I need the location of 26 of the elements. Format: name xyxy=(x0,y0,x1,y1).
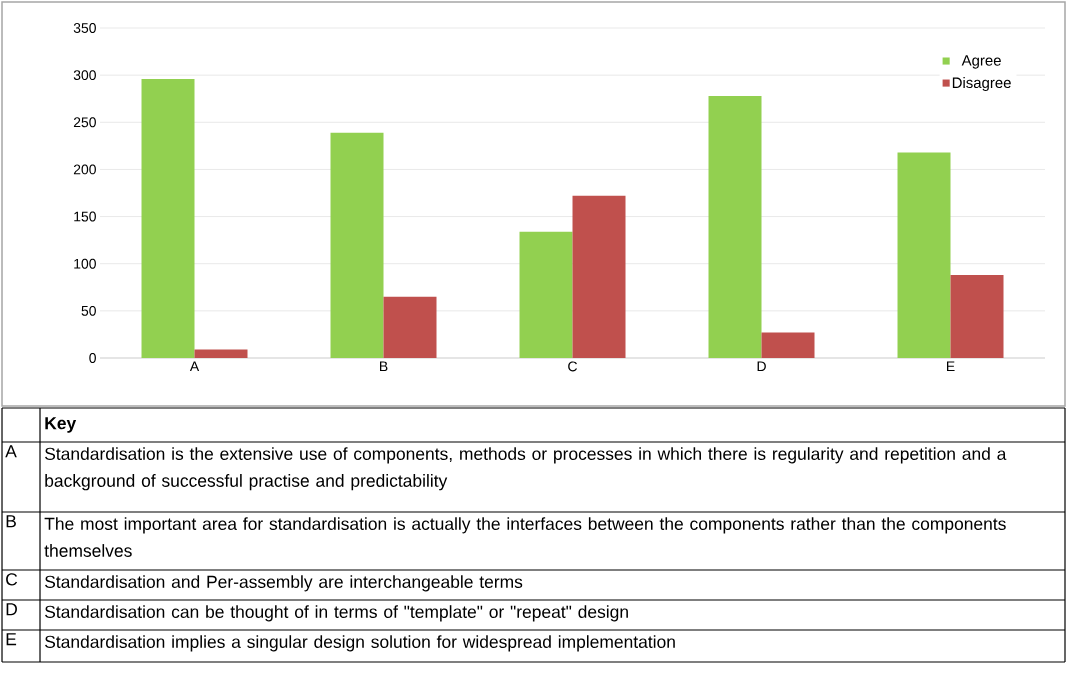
y-tick-label: 50 xyxy=(81,305,96,316)
x-tick-label: B xyxy=(380,361,388,372)
y-tick-label: 250 xyxy=(73,117,96,128)
text: Standardisation and Per-assembly are interchangeable terms xyxy=(45,575,523,592)
y-tick-label: 0 xyxy=(89,353,96,363)
text: Standardisation implies a singular design solution for widespread implementation xyxy=(45,635,675,652)
text: The most important area for standardisation is actually the interfaces between the components rather than the components themselves xyxy=(44,517,1006,557)
text: Key xyxy=(45,417,77,433)
category-label: B xyxy=(6,515,16,528)
text: Standardisation can be thought of in terms of "template" or "repeat" design xyxy=(45,605,628,622)
x-tick-label: C xyxy=(568,361,578,372)
legend-label: Disagree xyxy=(952,77,1011,91)
y-tick-label: 100 xyxy=(74,258,96,269)
x-tick-label: E xyxy=(947,361,955,372)
legend-label: Agree xyxy=(961,55,1001,69)
y-tick-label: 150 xyxy=(74,211,96,222)
category-label: E xyxy=(6,633,17,646)
x-tick-label: D xyxy=(757,361,766,372)
y-tick-label: 350 xyxy=(73,23,96,33)
category-label: A xyxy=(5,445,17,458)
y-tick-label: 200 xyxy=(73,164,96,175)
text: Standardisation is the extensive use of components, methods or processes in which there is regularity and repetition and a background of successful practise and predictability xyxy=(45,447,1007,491)
x-tick-label: A xyxy=(189,361,200,372)
y-tick-label: 300 xyxy=(73,70,96,81)
category-label: D xyxy=(6,603,17,616)
category-label: C xyxy=(6,573,18,586)
